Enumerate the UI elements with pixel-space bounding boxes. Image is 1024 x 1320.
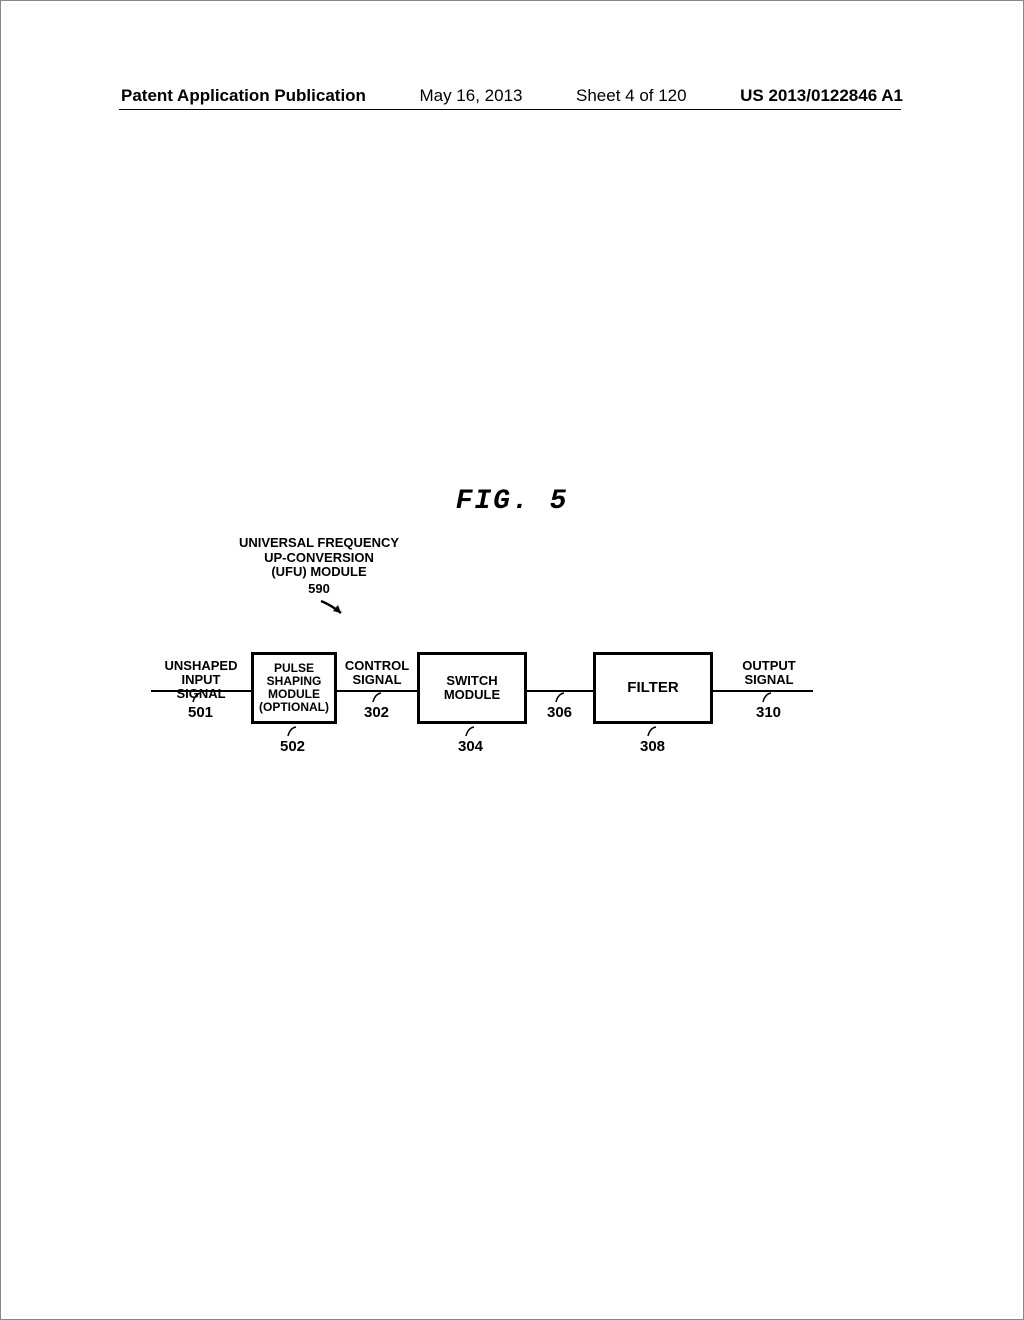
ufu-module-label: UNIVERSAL FREQUENCY UP-CONVERSION (UFU) …: [229, 536, 409, 596]
filter-block: FILTER: [593, 652, 713, 724]
header-publication-label: Patent Application Publication: [121, 86, 366, 106]
pulse-l1: PULSE: [259, 662, 329, 675]
switch-l2: MODULE: [444, 688, 500, 702]
ufu-label-line1: UNIVERSAL FREQUENCY: [229, 536, 409, 551]
ref-502: 502: [280, 738, 305, 755]
ufu-label-line2: UP-CONVERSION: [229, 551, 409, 566]
pulse-l4: (OPTIONAL): [259, 701, 329, 714]
tick-308: [646, 726, 658, 738]
tick-502: [286, 726, 298, 738]
header-divider: [119, 109, 901, 110]
control-l2: SIGNAL: [342, 673, 412, 687]
ref-304: 304: [458, 738, 483, 755]
ref-308: 308: [640, 738, 665, 755]
tick-306: [554, 692, 566, 704]
ref-302: 302: [364, 704, 389, 721]
tick-501: [191, 692, 203, 704]
tick-310: [761, 692, 773, 704]
output-signal-label: OUTPUT SIGNAL: [734, 659, 804, 687]
unshaped-input-l1: UNSHAPED INPUT: [151, 659, 251, 687]
output-l1: OUTPUT: [734, 659, 804, 673]
header-date: May 16, 2013: [419, 86, 522, 106]
switch-l1: SWITCH: [444, 674, 500, 688]
pulse-shaping-module-block: PULSE SHAPING MODULE (OPTIONAL): [251, 652, 337, 724]
tick-304: [464, 726, 476, 738]
page-header: Patent Application Publication May 16, 2…: [1, 86, 1023, 106]
switch-module-block: SWITCH MODULE: [417, 652, 527, 724]
figure-title: FIG. 5: [1, 486, 1023, 517]
header-pubnum: US 2013/0122846 A1: [740, 86, 903, 106]
header-sheet: Sheet 4 of 120: [576, 86, 687, 106]
output-l2: SIGNAL: [734, 673, 804, 687]
block-diagram: UNSHAPED INPUT SIGNAL 501 PULSE SHAPING …: [156, 658, 896, 788]
ufu-ref-590: 590: [308, 582, 330, 597]
arrow-590: [319, 599, 349, 621]
ufu-label-line3: (UFU) MODULE: [229, 565, 409, 580]
ref-306: 306: [547, 704, 572, 721]
tick-302: [371, 692, 383, 704]
ref-310: 310: [756, 704, 781, 721]
control-signal-label: CONTROL SIGNAL: [342, 659, 412, 687]
control-l1: CONTROL: [342, 659, 412, 673]
ref-501: 501: [188, 704, 213, 721]
filter-l1: FILTER: [627, 680, 678, 697]
page-frame: Patent Application Publication May 16, 2…: [0, 0, 1024, 1320]
